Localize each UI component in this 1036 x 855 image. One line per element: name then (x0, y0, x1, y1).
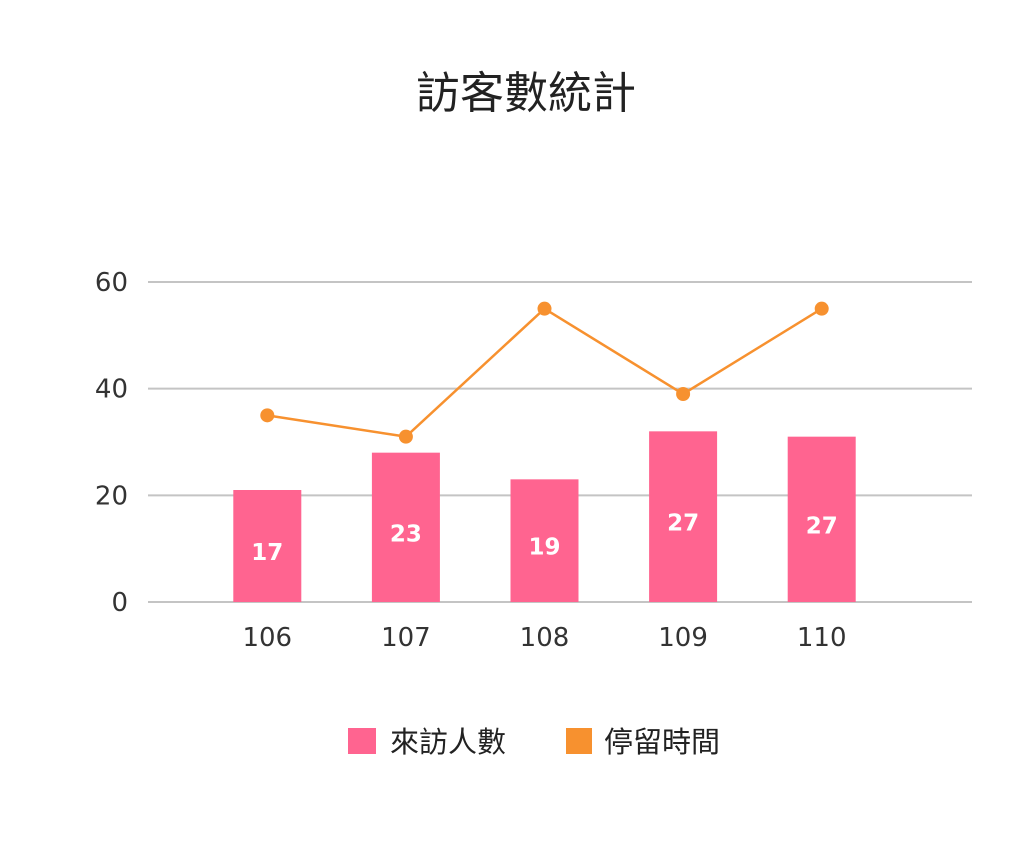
legend: 來訪人數 停留時間 (348, 725, 720, 759)
y-tick-label: 0 (111, 588, 128, 618)
chart-title: 訪客數統計 (416, 68, 636, 119)
y-tick-label: 60 (95, 268, 128, 298)
x-axis-ticks: 106 107 108 109 110 (242, 623, 846, 653)
legend-swatch (348, 728, 376, 754)
bar-data-label: 19 (528, 535, 560, 561)
legend-swatch (566, 728, 592, 754)
line-point (398, 429, 413, 444)
line-point (260, 408, 275, 423)
x-tick-label: 110 (797, 623, 847, 653)
x-tick-label: 106 (242, 623, 292, 653)
bar (649, 431, 718, 602)
y-tick-label: 20 (95, 481, 128, 511)
bar-data-label: 27 (667, 511, 699, 537)
legend-label: 停留時間 (604, 725, 720, 759)
y-axis-ticks: 0 20 40 60 (95, 268, 128, 618)
line-point (537, 301, 552, 316)
y-tick-label: 40 (95, 375, 128, 405)
bar (510, 479, 579, 602)
line-point (676, 387, 691, 401)
bar (787, 436, 856, 602)
x-tick-label: 109 (658, 623, 708, 653)
line-series-path (267, 307, 823, 438)
legend-label: 來訪人數 (390, 725, 506, 759)
x-tick-label: 108 (520, 623, 570, 653)
bar-data-label: 23 (390, 521, 422, 547)
bar-series: 17 23 19 27 27 (233, 431, 856, 602)
bar (233, 490, 302, 602)
bar-data-label: 17 (251, 540, 283, 566)
bar-data-label: 27 (806, 513, 838, 539)
line-point (814, 301, 829, 316)
x-tick-label: 107 (381, 623, 431, 653)
bar (371, 452, 440, 602)
line-series (260, 301, 829, 444)
